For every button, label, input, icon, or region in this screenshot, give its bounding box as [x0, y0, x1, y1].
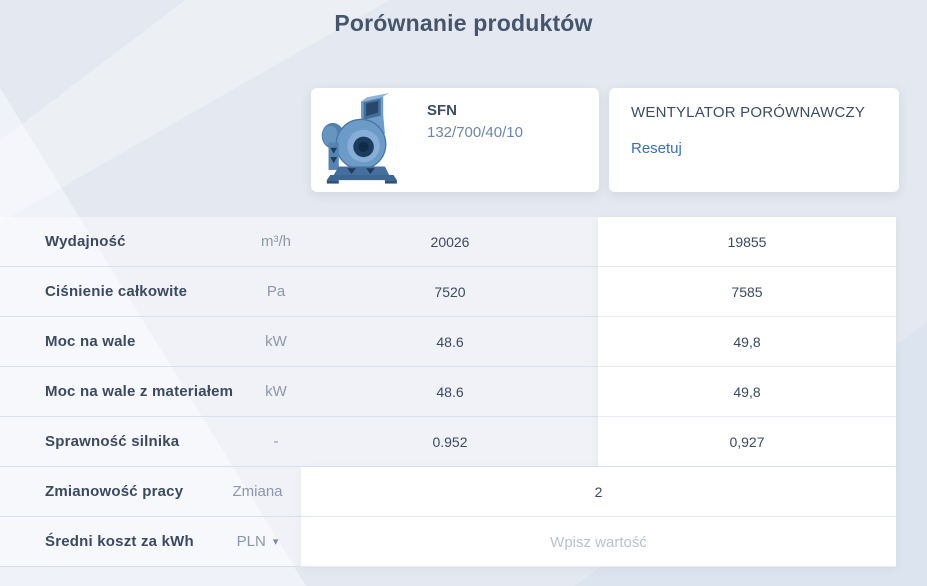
product-info: SFN 132/700/40/10 [427, 88, 523, 141]
product-value: 7520 [434, 283, 466, 300]
table-row-wydajnosc: Wydajność m³/h 20026 [0, 217, 598, 267]
comparison-cell [598, 317, 896, 367]
row-unit: Pa [266, 283, 286, 300]
row-label: Moc na wale [45, 333, 136, 350]
currency-select[interactable]: PLN ▾ [205, 517, 310, 566]
currency-label: PLN [236, 533, 266, 550]
table-row-moc-z-materialem: Moc na wale z materiałem kW 48.6 [0, 367, 598, 417]
row-label: Sprawność silnika [45, 433, 180, 450]
table-row-sprawnosc: Sprawność silnika - 0.952 [0, 417, 598, 467]
comparison-table: Wydajność m³/h 20026 Ciśnienie całkowite… [0, 217, 927, 567]
comparison-cell [598, 417, 896, 467]
fan-product-image [318, 93, 404, 187]
chevron-down-icon: ▾ [272, 536, 279, 548]
comparison-cell [598, 267, 896, 317]
product-value: 48.6 [436, 333, 464, 350]
product-value: 20026 [430, 233, 470, 250]
product-model: 132/700/40/10 [427, 124, 523, 141]
product-value: 0.952 [432, 433, 468, 450]
cost-value-input[interactable] [301, 517, 896, 566]
row-label: Zmianowość pracy [45, 483, 184, 500]
row-unit: kW [265, 333, 287, 350]
table-row-zmianowosc: Zmianowość pracy Zmiana [0, 467, 301, 517]
comparison-values-column [598, 217, 896, 467]
comparison-value-input-wydajnosc[interactable] [598, 217, 896, 266]
row-unit: kW [265, 383, 287, 400]
row-unit: m³/h [261, 233, 291, 250]
comparison-cell [598, 217, 896, 267]
reset-button[interactable]: Resetuj [631, 140, 682, 157]
product-value: 48.6 [436, 383, 464, 400]
shift-value-cell [301, 467, 896, 517]
comparison-cell [598, 367, 896, 417]
row-label: Średni koszt za kWh [45, 533, 194, 550]
table-row-moc-na-wale: Moc na wale kW 48.6 [0, 317, 598, 367]
comparison-value-input-moc-na-wale[interactable] [598, 317, 896, 366]
table-row-cisnienie: Ciśnienie całkowite Pa 7520 [0, 267, 598, 317]
page-title: Porównanie produktów [334, 10, 593, 36]
cost-value-cell [301, 517, 896, 567]
row-label: Ciśnienie całkowite [45, 283, 188, 300]
product-card: SFN 132/700/40/10 [311, 88, 599, 192]
row-unit: Zmiana [232, 483, 283, 500]
comparison-card: WENTYLATOR PORÓWNAWCZY Resetuj [609, 88, 899, 192]
comparison-value-input-moc-z-materialem[interactable] [598, 367, 896, 416]
comparison-card-title: WENTYLATOR PORÓWNAWCZY [631, 104, 866, 121]
comparison-value-input-sprawnosc[interactable] [598, 417, 896, 466]
comparison-value-input-cisnienie[interactable] [598, 267, 896, 316]
row-label: Moc na wale z materiałem [45, 383, 234, 400]
product-name: SFN [427, 102, 457, 119]
row-label: Wydajność [45, 233, 126, 250]
shift-value-input[interactable] [301, 467, 896, 516]
table-row-koszt-kwh: Średni koszt za kWh PLN ▾ [0, 517, 301, 567]
row-unit: - [273, 433, 279, 450]
